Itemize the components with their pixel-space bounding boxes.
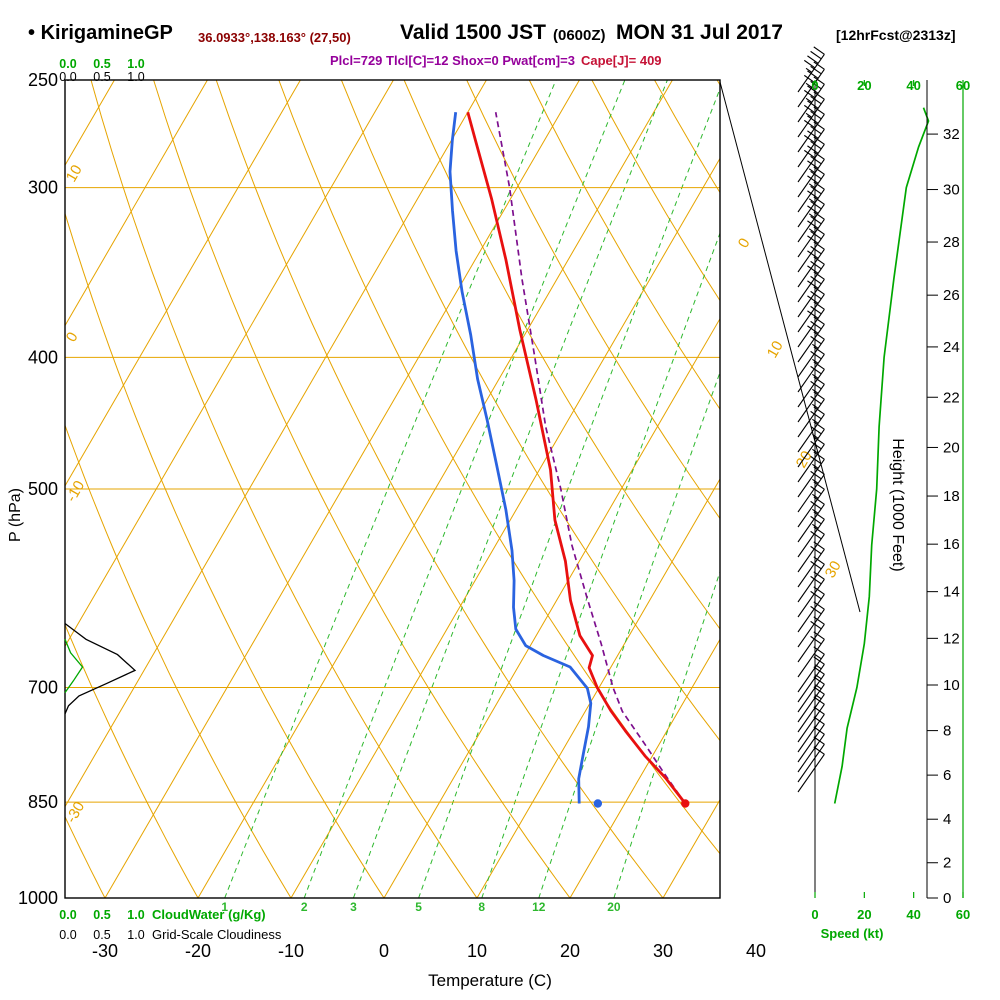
pressure-tick-label: 1000 — [18, 888, 58, 908]
speed-tick-label-top: 0 — [811, 78, 818, 93]
height-tick-label: 0 — [943, 890, 951, 907]
station-title: • KirigamineGP — [28, 22, 173, 45]
temperature-tick-label: 30 — [653, 941, 673, 961]
height-tick-label: 16 — [943, 536, 960, 553]
cloudiness-scale-top: 0.5 — [93, 70, 110, 84]
cloudwater-scale-top: 0.0 — [59, 57, 76, 71]
station-bullet: • — [28, 22, 36, 44]
height-tick-label: 6 — [943, 767, 951, 784]
wind-speed-curve — [833, 107, 930, 804]
mixing-ratio-label: 1 — [221, 900, 228, 914]
parcel-curve — [494, 112, 686, 804]
temperature-tick-label: -10 — [278, 941, 304, 961]
cloudwater-axis-title: CloudWater (g/Kg) — [152, 907, 266, 922]
height-tick-label: 12 — [943, 630, 960, 647]
mixing-ratio-label: 20 — [607, 900, 621, 914]
mixing-ratio-label: 12 — [532, 900, 546, 914]
mixing-ratio-label: 3 — [350, 900, 357, 914]
height-axis-title: Height (1000 Feet) — [889, 438, 906, 571]
pressure-axis-title: P (hPa) — [7, 488, 24, 542]
cloudiness-scale-bottom: 0.5 — [93, 928, 110, 942]
height-tick-label: 8 — [943, 723, 951, 740]
temperature-curve — [466, 111, 687, 805]
cloudiness-scale-bottom: 0.0 — [59, 928, 76, 942]
speed-tick-label-bottom: 20 — [857, 907, 871, 922]
surface-dewpoint-dot — [593, 799, 603, 808]
valid-time-label: Valid 1500 JST — [400, 21, 546, 44]
params-cape: Cape[J]= 409 — [580, 53, 662, 68]
height-tick-label: 20 — [943, 439, 960, 456]
mixing-ratio-label: 2 — [301, 900, 308, 914]
cloudwater-scale-bottom: 1.0 — [127, 908, 144, 922]
isotherm-label-left: -30 — [63, 799, 89, 826]
cloudiness-scale-top: 1.0 — [127, 70, 144, 84]
plot-frame — [64, 79, 721, 899]
forecast-tag: [12hrFcst@2313z] — [836, 27, 956, 43]
temperature-tick-label: 40 — [746, 941, 766, 961]
barb-staff-envelope — [719, 81, 861, 613]
temperature-tick-label: 0 — [379, 941, 389, 961]
speed-tick-label-bottom: 0 — [811, 907, 818, 922]
height-tick-label: 22 — [943, 389, 960, 406]
height-tick-label: 18 — [943, 488, 960, 505]
height-tick-label: 32 — [943, 126, 960, 143]
isotherm-label-right: 30 — [822, 558, 845, 581]
skewt-grid — [65, 80, 720, 898]
isotherm-label-left: -10 — [63, 478, 89, 505]
valid-date-label: MON 31 Jul 2017 — [616, 21, 783, 44]
temperature-tick-label: -20 — [185, 941, 211, 961]
cloudiness-scale-top: 0.0 — [59, 70, 76, 84]
isotherm-label-right: 20 — [793, 448, 816, 471]
speed-tick-label-bottom: 40 — [906, 907, 920, 922]
station-coordinates: 36.0933°,138.163° (27,50) — [198, 30, 351, 45]
temperature-tick-label: 20 — [560, 941, 580, 961]
cloudwater-scale-bottom: 0.0 — [59, 908, 76, 922]
temperature-axis-title: Temperature (C) — [428, 971, 552, 990]
isotherm-label-left: 10 — [63, 162, 86, 185]
speed-tick-label-top: 20 — [857, 78, 871, 93]
pressure-tick-label: 500 — [28, 479, 58, 499]
pressure-tick-label: 250 — [28, 70, 58, 90]
cloudwater-scale-top: 0.5 — [93, 57, 110, 71]
surface-temperature-dot — [681, 799, 690, 808]
cloudwater-scale-bottom: 0.5 — [93, 908, 110, 922]
cloudiness-scale-bottom: 1.0 — [127, 928, 144, 942]
cloudwater-curve — [64, 639, 84, 693]
dewpoint-curve — [448, 112, 593, 804]
isotherm-label-right: 0 — [735, 235, 754, 251]
pressure-tick-label: 400 — [28, 347, 58, 367]
sounding-parameters: Plcl=729 Tlcl[C]=12 Shox=0 Pwat[cm]=3 Cap… — [330, 53, 662, 68]
height-tick-label: 26 — [943, 287, 960, 304]
height-tick-label: 24 — [943, 339, 960, 356]
pressure-tick-label: 700 — [28, 678, 58, 698]
speed-axis-title: Speed (kt) — [821, 926, 884, 941]
height-tick-label: 2 — [943, 855, 951, 872]
wind-barbs — [797, 46, 825, 793]
temperature-tick-label: 10 — [467, 941, 487, 961]
temperature-tick-label: -30 — [92, 941, 118, 961]
pressure-tick-label: 300 — [28, 178, 58, 198]
height-tick-label: 30 — [943, 182, 960, 199]
height-tick-label: 10 — [943, 677, 960, 694]
cloudiness-curve — [64, 622, 137, 715]
speed-tick-label-bottom: 60 — [956, 907, 970, 922]
pressure-tick-label: 850 — [28, 792, 58, 812]
height-tick-label: 28 — [943, 234, 960, 251]
height-tick-label: 4 — [943, 811, 951, 828]
mixing-ratio-label: 5 — [415, 900, 422, 914]
speed-tick-label-top: 40 — [906, 78, 920, 93]
params-main: Plcl=729 Tlcl[C]=12 Shox=0 Pwat[cm]=3 — [330, 53, 575, 68]
isotherm-label-right: 10 — [764, 338, 787, 361]
station-name: KirigamineGP — [40, 22, 173, 44]
valid-zulu-label: (0600Z) — [553, 27, 606, 44]
height-tick-label: 14 — [943, 584, 960, 601]
mixing-ratio-label: 8 — [478, 900, 485, 914]
cloudwater-scale-top: 1.0 — [127, 57, 144, 71]
speed-tick-label-top: 60 — [956, 78, 970, 93]
cloudiness-axis-title: Grid-Scale Cloudiness — [152, 927, 282, 942]
